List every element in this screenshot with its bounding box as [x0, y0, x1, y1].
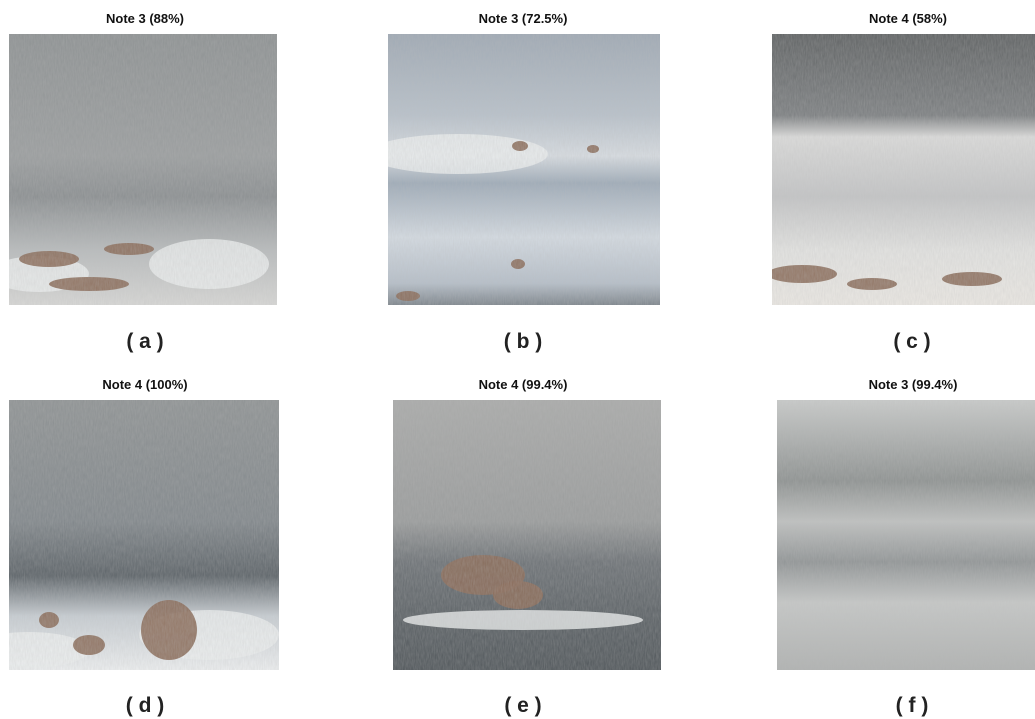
panel-label: ( a ) [126, 330, 163, 353]
photo-texture [9, 34, 277, 305]
figure: Note 3 (88%)( a )Note 3 (72.5%)( b )Note… [0, 0, 1035, 719]
panel-label: ( f ) [896, 694, 929, 717]
photo [368, 34, 660, 305]
panel-label: ( d ) [126, 694, 164, 717]
panel-title: Note 3 (72.5%) [479, 11, 568, 26]
photo [0, 400, 279, 670]
photo-texture [393, 400, 661, 670]
panel: Note 4 (58%) ( c ) [767, 11, 1035, 353]
panel: Note 3 (88%) ( a ) [0, 11, 277, 353]
panel-title: Note 4 (58%) [869, 11, 947, 26]
photo [393, 400, 661, 670]
panel-label: ( e ) [504, 694, 541, 717]
panel-label: ( c ) [893, 330, 930, 353]
panel-title: Note 4 (100%) [102, 377, 187, 392]
photo [767, 34, 1035, 305]
photo-texture [772, 34, 1035, 305]
photo [0, 34, 277, 305]
photo [777, 400, 1035, 670]
panel-title: Note 3 (99.4%) [869, 377, 958, 392]
photo-texture [388, 34, 660, 305]
panel: Note 4 (99.4%) ( e ) [393, 377, 661, 717]
panel-title: Note 4 (99.4%) [479, 377, 568, 392]
panel-title: Note 3 (88%) [106, 11, 184, 26]
panel: Note 4 (100%) ( d ) [0, 377, 279, 717]
panel-label: ( b ) [504, 330, 542, 353]
panel: Note 3 (72.5%) ( b ) [368, 11, 660, 353]
panel: Note 3 (99.4%) ( f ) [777, 377, 1035, 717]
photo-texture [9, 400, 279, 670]
photo-texture [777, 400, 1035, 670]
